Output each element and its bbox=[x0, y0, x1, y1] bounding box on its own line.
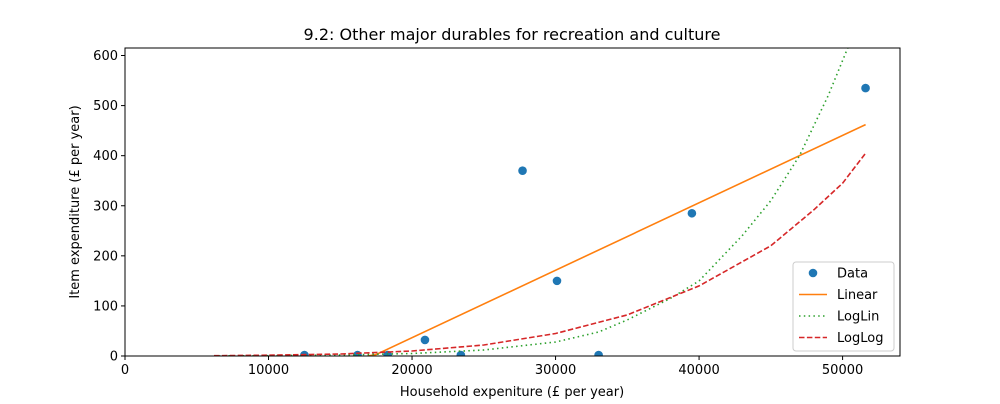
data-point bbox=[552, 276, 562, 286]
x-tick-label: 10000 bbox=[248, 363, 289, 378]
legend: Data Linear LogLin LogLog bbox=[792, 261, 895, 352]
x-tick-label: 50000 bbox=[822, 363, 863, 378]
y-tick-label: 200 bbox=[93, 249, 118, 264]
y-axis-label: Item expenditure (£ per year) bbox=[68, 105, 83, 298]
chart-title: 9.2: Other major durables for recreation… bbox=[304, 25, 721, 44]
series-layer bbox=[213, 48, 870, 356]
x-axis: 0 10000 20000 30000 40000 50000 bbox=[121, 356, 863, 378]
legend-frame bbox=[792, 261, 895, 352]
data-point bbox=[861, 83, 870, 93]
data-point bbox=[456, 350, 466, 356]
y-tick-label: 0 bbox=[110, 350, 118, 365]
y-tick-label: 300 bbox=[93, 199, 118, 214]
y-tick-label: 400 bbox=[93, 149, 118, 164]
y-axis: 0 100 200 300 400 500 600 bbox=[93, 49, 125, 365]
data-point bbox=[518, 166, 527, 175]
y-tick-label: 500 bbox=[93, 99, 118, 114]
data-point bbox=[687, 208, 697, 218]
legend-marker bbox=[808, 268, 818, 278]
data-point bbox=[594, 350, 603, 356]
x-tick-label: 0 bbox=[121, 363, 129, 378]
x-tick-label: 30000 bbox=[535, 363, 576, 378]
data-point bbox=[420, 335, 430, 345]
series-line-loglog bbox=[213, 152, 867, 356]
legend-label: Linear bbox=[837, 288, 878, 303]
x-axis-label: Household expeniture (£ per year) bbox=[400, 385, 624, 400]
y-tick-label: 100 bbox=[93, 299, 118, 314]
x-tick-label: 20000 bbox=[391, 363, 432, 378]
plot-area bbox=[125, 48, 900, 356]
y-tick-label: 600 bbox=[93, 49, 118, 64]
plot-frame bbox=[124, 47, 901, 357]
legend-label: LogLin bbox=[837, 310, 879, 325]
legend-label: LogLog bbox=[837, 331, 883, 346]
x-tick-label: 40000 bbox=[678, 363, 719, 378]
legend-label: Data bbox=[837, 267, 868, 282]
